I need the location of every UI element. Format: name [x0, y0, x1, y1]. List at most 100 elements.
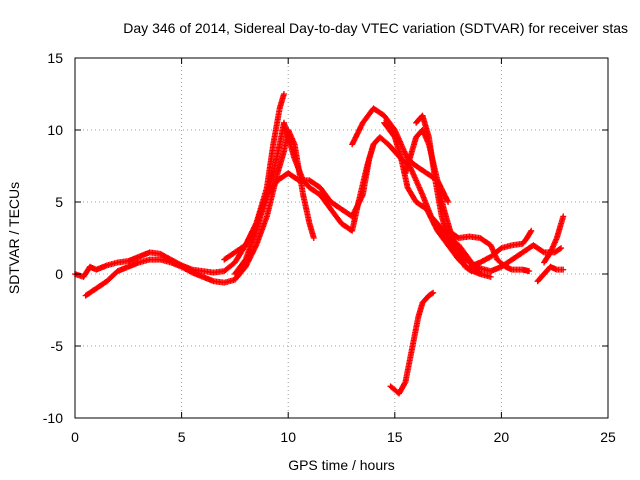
chart-title: Day 346 of 2014, Sidereal Day-to-day VTE… [123, 20, 628, 36]
data-point-group [541, 250, 553, 266]
data-point-group [547, 236, 560, 256]
y-tick-label: 15 [47, 50, 63, 66]
y-tick-label: 10 [47, 122, 63, 138]
data-point-group [551, 245, 563, 256]
data-point-group [406, 337, 417, 364]
data-point-group [285, 170, 301, 183]
y-tick-label: 5 [55, 194, 63, 210]
data-point-group [440, 206, 453, 233]
data-point-group [300, 191, 313, 226]
data-point-group [263, 142, 277, 191]
data-point-group [413, 163, 429, 176]
axis-ticks: 0 5 10 15 20 25 -10 -5 0 5 10 15 [43, 50, 616, 445]
data-point-group [306, 220, 317, 240]
data-point-group [359, 157, 372, 198]
data-point-group [523, 229, 534, 241]
data-point [280, 91, 287, 97]
data-point-group [276, 92, 287, 112]
data-point-group [327, 206, 344, 226]
data-point-group [178, 263, 194, 275]
data-point-group [391, 127, 404, 146]
x-tick-label: 10 [280, 429, 296, 445]
data-point-group [419, 293, 431, 306]
series-track-13 [541, 213, 567, 266]
x-tick-label: 0 [71, 429, 79, 445]
data-point-group [477, 235, 493, 248]
data-point-group [455, 249, 468, 269]
data-point-group [434, 227, 451, 247]
data-point-group [519, 236, 530, 247]
data-point-group [425, 134, 439, 182]
x-tick-label: 25 [600, 429, 616, 445]
series-track-5 [349, 105, 452, 205]
data-point-group [391, 134, 404, 161]
series-track-8 [413, 112, 494, 280]
data-point [558, 245, 565, 252]
data-point-group [221, 260, 237, 275]
x-tick-label: 15 [387, 429, 403, 445]
data-point-group [349, 121, 366, 148]
data-point [560, 213, 567, 220]
data-point-group [455, 242, 472, 262]
plot-frame [74, 57, 609, 419]
data-point-group [402, 150, 415, 177]
data-point-group [317, 191, 333, 211]
grid [75, 58, 608, 418]
data-point-group [445, 235, 461, 248]
data-point-group [231, 264, 248, 283]
data-point-group [253, 193, 270, 234]
x-tick-label: 20 [494, 429, 510, 445]
series-track-9 [387, 289, 437, 397]
data-point-group [103, 269, 120, 285]
data-point [526, 268, 533, 275]
data-point-group [396, 380, 408, 397]
data-point-group [242, 243, 259, 270]
data-point-group [385, 141, 397, 154]
data-point-group [402, 358, 413, 385]
data-point-group [291, 141, 306, 197]
data-point-group [415, 301, 426, 321]
data-point-group [253, 214, 270, 249]
data-point-group [263, 178, 280, 198]
data-point [310, 235, 317, 241]
data-point-group [82, 286, 99, 299]
y-tick-label: -5 [51, 338, 64, 354]
y-tick-label: 0 [55, 266, 63, 282]
data-point-group [477, 254, 493, 266]
data-point-group [157, 250, 173, 262]
data-point-group [494, 256, 508, 269]
data-point-group [327, 199, 344, 212]
data-point-group [376, 134, 391, 147]
data-point-group [359, 106, 376, 126]
y-tick-label: -10 [43, 410, 63, 426]
data-point-group [509, 250, 525, 263]
series-track-2 [82, 127, 317, 299]
series-track-11 [466, 227, 535, 270]
data-point-group [221, 250, 237, 263]
data-point-group [270, 106, 283, 148]
data-point-group [466, 233, 482, 241]
data-point-group [93, 279, 109, 292]
data-point-group [413, 177, 425, 197]
data-point-group [370, 105, 386, 118]
data-point-group [553, 222, 564, 241]
data-point-group [285, 127, 297, 146]
data-point-group [270, 142, 283, 177]
data-point-group [445, 242, 461, 262]
data-point-group [349, 193, 366, 220]
x-axis-label: GPS time / hours [288, 457, 395, 473]
series-track-3 [221, 91, 287, 263]
data-point-group [425, 290, 436, 299]
data-point-group [410, 315, 421, 342]
data-point-group [534, 272, 547, 285]
data-point-group [423, 206, 440, 233]
data-point-group [381, 112, 397, 132]
data-point-group [404, 184, 419, 204]
data-point-group [317, 184, 333, 204]
data-point-group [398, 141, 410, 161]
data-point-group [306, 184, 322, 197]
data-series [72, 91, 567, 397]
data-point-group [242, 229, 259, 263]
data-point-group [408, 135, 419, 155]
data-point-group [487, 246, 504, 260]
